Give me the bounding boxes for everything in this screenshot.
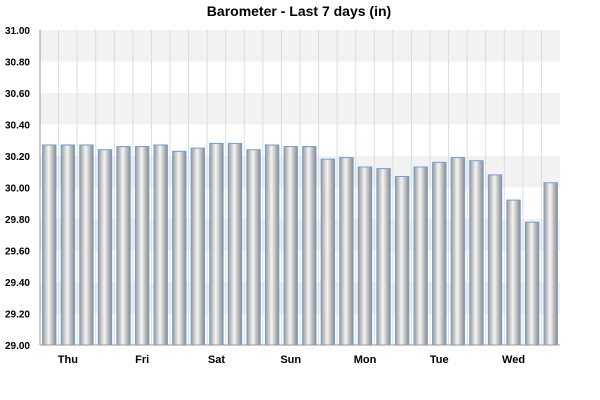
bar	[153, 144, 168, 346]
y-tick-label: 29.00	[5, 341, 30, 352]
y-tick-label: 31.00	[5, 26, 30, 37]
y-tick-label: 29.40	[5, 278, 30, 289]
bar	[487, 174, 503, 346]
y-tick-label: 29.80	[5, 215, 30, 226]
bar	[42, 144, 57, 346]
y-tick-label: 29.60	[5, 247, 30, 258]
gridlines	[58, 30, 542, 345]
bar	[357, 166, 373, 346]
bar	[172, 150, 187, 346]
bar	[60, 144, 76, 346]
y-tick-label: 30.00	[5, 184, 30, 195]
bar	[413, 166, 428, 346]
bar	[320, 158, 336, 346]
bar	[283, 146, 298, 346]
bar	[246, 149, 261, 346]
bar	[543, 182, 558, 346]
bar	[524, 221, 540, 346]
axes	[39, 30, 560, 346]
bar	[134, 146, 150, 346]
bar	[209, 142, 224, 346]
x-tick-label: Fri	[135, 354, 149, 366]
bar	[227, 142, 243, 346]
bar	[469, 160, 484, 346]
y-tick-label: 30.20	[5, 152, 30, 163]
x-axis-ticks: Thu Fri Sat Sun Mon Tue Wed	[58, 354, 525, 366]
chart-title: Barometer - Last 7 days (in)	[207, 3, 391, 19]
bar	[450, 157, 466, 346]
bar	[376, 168, 391, 346]
x-tick-label: Sun	[280, 354, 301, 366]
bar	[432, 161, 447, 346]
bar	[97, 149, 113, 346]
bar	[339, 157, 354, 346]
x-tick-label: Sat	[208, 354, 225, 366]
y-tick-label: 30.40	[5, 121, 30, 132]
y-tick-label: 30.60	[5, 89, 30, 100]
x-tick-label: Wed	[502, 354, 525, 366]
x-tick-label: Tue	[430, 354, 449, 366]
y-axis-ticks: 29.00 29.20 29.40 29.60 29.80 30.00 30.20 30.40…	[5, 26, 30, 352]
bar	[264, 144, 280, 346]
bar	[506, 199, 521, 346]
bar	[116, 146, 131, 346]
bar	[79, 144, 94, 346]
x-tick-label: Thu	[58, 354, 78, 366]
y-tick-label: 29.20	[5, 310, 30, 321]
bar	[394, 175, 410, 346]
y-tick-label: 30.80	[5, 58, 30, 69]
bar	[190, 147, 206, 346]
x-tick-label: Mon	[354, 354, 377, 366]
bar	[302, 146, 317, 346]
